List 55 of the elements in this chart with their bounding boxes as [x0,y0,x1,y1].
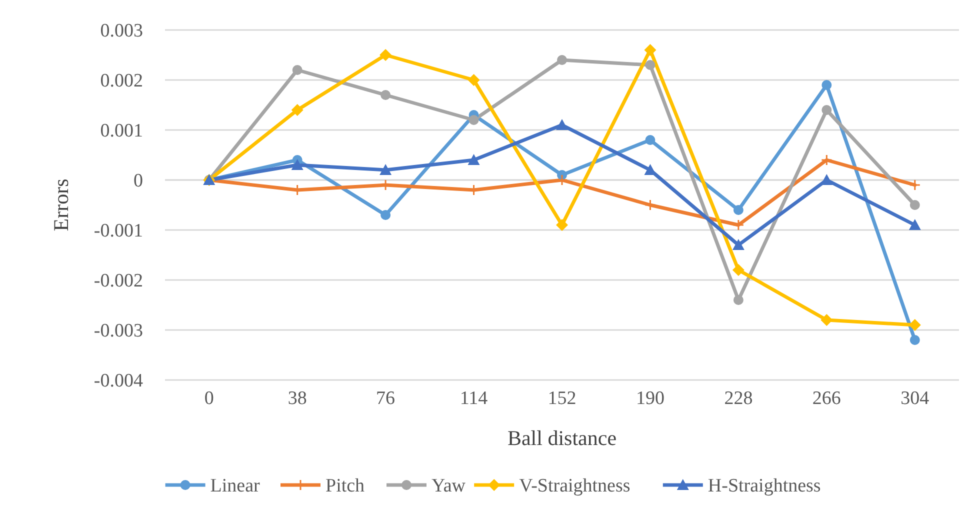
y-tick-label: 0 [134,170,143,192]
point [380,164,392,175]
legend-label: Pitch [326,476,366,497]
legend-label: H-Straightness [708,476,821,497]
y-axis-title: Errors [49,178,73,232]
point [380,49,392,61]
point [645,60,656,70]
point [645,135,656,145]
legend-label: Linear [210,476,261,497]
x-tick-label: 266 [812,388,841,409]
x-tick-label: 114 [460,388,488,409]
point [468,154,480,165]
point [380,90,391,100]
point [468,115,479,125]
point [822,105,832,115]
x-tick-label: 190 [636,388,664,409]
point [291,104,304,116]
point [557,55,567,65]
x-tick-label: 304 [900,388,930,409]
y-tick-label: 0.003 [100,20,143,42]
point [556,119,568,130]
x-tick-label: 0 [204,388,214,409]
y-tick-label: -0.004 [94,370,144,392]
legend-label: Yaw [432,476,466,497]
y-tick-label: 0.002 [100,70,143,92]
point [733,295,744,305]
point [292,65,302,75]
point [468,74,480,86]
y-tick-label: 0.001 [100,120,143,142]
point [732,219,744,231]
y-tick-label: -0.002 [94,270,143,292]
point [910,335,920,345]
legend-label: V-Straightness [519,476,630,497]
x-tick-label: 152 [548,388,576,409]
x-tick-label: 76 [376,388,396,409]
point [291,159,304,170]
y-tick-label: -0.003 [94,320,143,342]
point [820,154,832,166]
point [732,264,744,276]
point [732,239,744,250]
point [556,219,568,231]
point [822,80,832,90]
point [908,319,921,331]
y-tick-label: -0.001 [94,220,143,242]
point [910,200,920,210]
point [733,205,744,215]
x-axis-title: Ball distance [507,426,617,450]
point [909,179,921,191]
x-tick-label: 228 [724,388,753,409]
point [820,314,833,326]
x-tick-label: 38 [288,388,307,409]
point [644,44,656,56]
point [380,210,391,220]
point [908,219,921,230]
point [644,199,656,211]
